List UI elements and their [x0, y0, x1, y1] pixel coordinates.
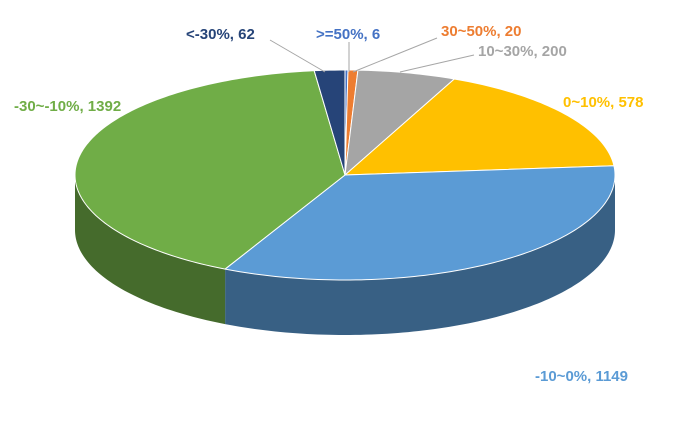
data-label: 30~50%, 20	[441, 23, 522, 40]
slice	[343, 78, 615, 176]
leader-line	[352, 37, 438, 73]
slice-side	[225, 175, 615, 335]
data-label: -30~-10%, 1392	[14, 98, 121, 115]
data-label: <-30%, 62	[186, 26, 255, 43]
slice	[313, 69, 346, 176]
data-label: 0~10%, 578	[563, 94, 644, 111]
slice	[344, 69, 456, 177]
leader-line	[399, 54, 475, 73]
slice	[223, 165, 616, 281]
leader-line	[269, 39, 326, 73]
data-label: 10~30%, 200	[478, 43, 567, 60]
slice	[74, 70, 346, 270]
data-label: >=50%, 6	[316, 26, 380, 43]
slice-side	[75, 175, 226, 325]
data-label: -10~0%, 1149	[535, 368, 628, 385]
